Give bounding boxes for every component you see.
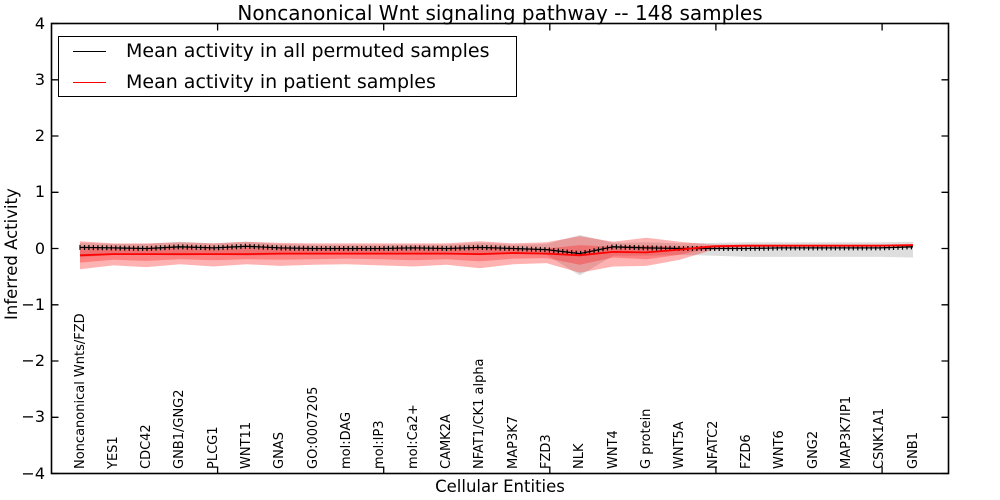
x-category-label: WNT4 bbox=[605, 430, 621, 469]
x-category-label: NFATC2 bbox=[705, 420, 721, 469]
chart-title: Noncanonical Wnt signaling pathway -- 14… bbox=[237, 1, 763, 25]
legend-line-sample-patient bbox=[73, 81, 106, 83]
x-category-label: GO:0007205 bbox=[305, 386, 321, 469]
y-tick-label: −2 bbox=[21, 351, 45, 370]
x-category-label: WNT5A bbox=[672, 421, 688, 469]
x-category-label: mol:IP3 bbox=[372, 420, 388, 469]
x-category-label: YES1 bbox=[105, 436, 121, 469]
y-tick-label: 2 bbox=[34, 126, 45, 145]
x-category-label: CSNK1A1 bbox=[872, 407, 888, 469]
x-category-label: Noncanonical Wnts/FZD bbox=[72, 313, 88, 469]
legend: Mean activity in all permuted samples Me… bbox=[58, 36, 517, 97]
x-category-label: G protein bbox=[638, 408, 654, 469]
x-category-label: GNAS bbox=[272, 432, 288, 469]
legend-row: Mean activity in patient samples bbox=[73, 69, 516, 95]
x-category-label: PLCG1 bbox=[205, 426, 221, 469]
x-category-label: WNT6 bbox=[772, 430, 788, 469]
x-axis-label: Cellular Entities bbox=[435, 477, 565, 496]
x-category-label: MAP3K7 bbox=[505, 415, 521, 469]
x-category-label: NLK bbox=[572, 443, 588, 470]
y-tick-label: 1 bbox=[34, 182, 45, 202]
x-category-label: CDC42 bbox=[139, 424, 155, 469]
x-category-label: WNT11 bbox=[239, 421, 255, 469]
legend-row: Mean activity in all permuted samples bbox=[73, 38, 516, 64]
legend-label-patient: Mean activity in patient samples bbox=[126, 71, 436, 93]
y-tick-label: −3 bbox=[21, 407, 45, 427]
axis-ticks bbox=[51, 22, 949, 475]
patient-mean-line bbox=[79, 244, 914, 257]
permuted-mean-line bbox=[79, 245, 914, 255]
x-category-label: FZD6 bbox=[738, 434, 754, 469]
x-category-label: mol:Ca2+ bbox=[405, 404, 421, 469]
x-category-label: MAP3K7IP1 bbox=[838, 396, 854, 469]
y-tick-label: −1 bbox=[21, 294, 45, 314]
x-category-label: mol:DAG bbox=[339, 411, 355, 469]
x-category-label: NFAT1/CK1 alpha bbox=[472, 358, 488, 469]
y-tick-label: 3 bbox=[34, 69, 45, 89]
x-category-label: GNG2 bbox=[805, 430, 821, 469]
permuted-samples-range-band bbox=[80, 235, 913, 276]
y-tick-label: 0 bbox=[34, 238, 45, 258]
y-tick-label: −4 bbox=[21, 463, 45, 483]
legend-label-permuted: Mean activity in all permuted samples bbox=[126, 40, 490, 62]
legend-line-sample-permuted bbox=[73, 50, 106, 52]
x-category-label: GNB1/GNG2 bbox=[172, 389, 188, 469]
x-category-label: GNB1 bbox=[905, 432, 921, 469]
x-category-label: FZD3 bbox=[538, 434, 554, 469]
x-category-label: CAMK2A bbox=[439, 414, 455, 469]
y-tick-label: 4 bbox=[34, 13, 45, 33]
patient-samples-range-inner-band bbox=[80, 244, 913, 265]
